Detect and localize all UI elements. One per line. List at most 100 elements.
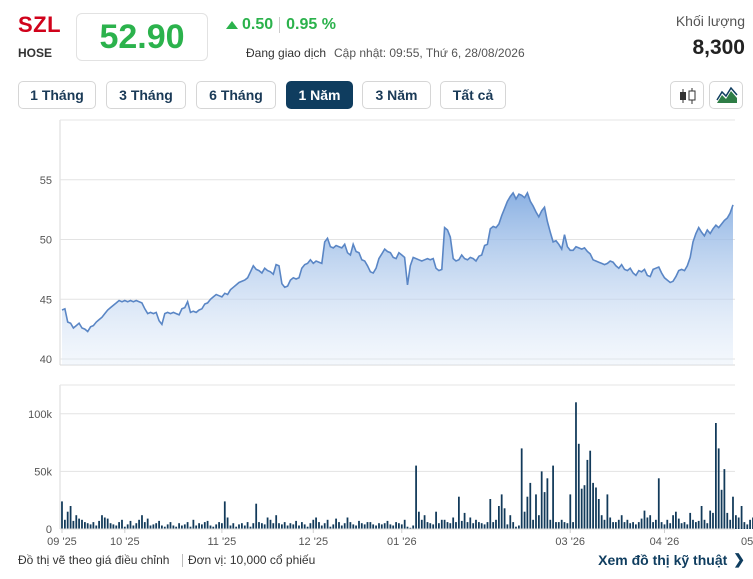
volume-bar	[189, 526, 192, 529]
volume-bar	[675, 511, 677, 529]
volume-bar	[529, 482, 532, 529]
volume-bar	[669, 523, 672, 529]
volume-bar	[592, 482, 594, 529]
volume-bar	[552, 465, 554, 529]
volume-bar	[620, 515, 623, 529]
volume-bar	[732, 496, 734, 529]
volume-bar	[409, 527, 412, 529]
volume-bar	[709, 510, 712, 529]
volume-bar	[109, 523, 112, 529]
volume-bar	[203, 522, 206, 529]
volume-bar	[415, 465, 417, 529]
volume-bar	[243, 525, 246, 529]
volume-bar	[155, 523, 158, 529]
volume-bar	[392, 525, 395, 529]
volume-bar	[469, 517, 472, 529]
volume-bar	[78, 518, 80, 529]
volume-bar	[135, 523, 138, 529]
x-tick-label: 03 '26	[555, 536, 585, 548]
footnote-divider	[182, 554, 183, 567]
volume-bar	[626, 519, 629, 529]
volume-bar	[666, 519, 669, 529]
volume-bar	[689, 512, 692, 529]
price-change-percent: 0.95 %	[286, 16, 336, 33]
volume-bar	[703, 519, 706, 529]
volume-bar	[589, 450, 592, 529]
candlestick-icon	[680, 88, 696, 104]
period-button-6-months[interactable]: 6 Tháng	[196, 81, 276, 109]
volume-bar	[255, 503, 258, 529]
period-button-1-month[interactable]: 1 Tháng	[18, 81, 96, 109]
volume-bar	[535, 494, 537, 529]
volume-bar	[192, 519, 195, 529]
volume-bar	[201, 524, 203, 529]
volume-bar	[241, 523, 243, 529]
volume-bar	[323, 523, 326, 529]
volume-bar	[123, 526, 126, 529]
volume-bar	[275, 515, 278, 529]
volume-bar	[560, 519, 563, 529]
volume-bar	[663, 524, 666, 529]
candlestick-chart-button[interactable]	[670, 81, 704, 109]
volume-bar	[332, 524, 335, 529]
volume-bar	[295, 520, 297, 529]
volume-bar	[706, 523, 709, 529]
volume-bar	[369, 522, 372, 529]
x-tick-label: 12 '25	[298, 536, 328, 548]
volume-bar	[557, 522, 560, 529]
volume-bar	[195, 525, 198, 529]
change-divider	[279, 17, 281, 33]
period-button-3-months[interactable]: 3 Tháng	[106, 81, 186, 109]
volume-bar	[360, 523, 363, 529]
volume-bar	[680, 523, 683, 529]
volume-bar	[301, 522, 303, 529]
volume-bar	[686, 524, 689, 529]
volume-bar	[538, 515, 540, 529]
volume-bar	[283, 522, 286, 529]
volume-bar	[677, 518, 680, 529]
volume-bar	[292, 524, 295, 529]
volume-bar	[163, 526, 166, 529]
volume-bar	[178, 523, 180, 529]
volume-bar	[278, 523, 280, 529]
volume-bar	[406, 526, 409, 529]
volume-bar	[649, 515, 652, 529]
period-button-all[interactable]: Tất cả	[440, 81, 506, 109]
volume-bar	[617, 519, 620, 529]
chevron-right-icon: ❯	[733, 551, 745, 567]
volume-bar	[206, 520, 209, 529]
price-tick-label: 40	[40, 354, 52, 366]
volume-bar	[326, 519, 329, 529]
volume-bar	[329, 526, 332, 529]
volume-bar	[615, 522, 617, 529]
volume-bar	[318, 522, 320, 529]
volume-bar	[143, 522, 146, 529]
volume-bar	[252, 523, 255, 529]
volume-bar	[218, 522, 220, 529]
volume-bar	[652, 522, 654, 529]
volume-bar	[603, 519, 606, 529]
volume-bar	[389, 524, 392, 529]
volume-bar	[429, 523, 432, 529]
technical-chart-link[interactable]: Xem đồ thị kỹ thuật ❯	[598, 551, 745, 568]
stock-ticker: SZL	[18, 12, 62, 37]
period-button-1-year[interactable]: 1 Năm	[286, 81, 353, 109]
volume-bar	[64, 519, 66, 529]
volume-bar	[181, 525, 183, 529]
price-tick-label: 55	[40, 175, 52, 187]
volume-bar	[492, 522, 495, 529]
volume-bar	[640, 518, 643, 529]
volume-bar	[400, 524, 403, 529]
volume-bar	[515, 526, 517, 529]
volume-bar	[103, 517, 106, 529]
volume-bar	[646, 517, 649, 529]
x-tick-label: 10 '25	[110, 536, 140, 548]
volume-bar	[435, 511, 437, 529]
volume-bar	[580, 488, 583, 529]
volume-bar	[355, 525, 357, 529]
price-tick-label: 50	[40, 235, 52, 247]
area-chart-button[interactable]	[709, 81, 743, 109]
volume-bar	[281, 524, 283, 529]
period-button-3-years[interactable]: 3 Năm	[362, 81, 431, 109]
volume-bar	[697, 520, 700, 529]
